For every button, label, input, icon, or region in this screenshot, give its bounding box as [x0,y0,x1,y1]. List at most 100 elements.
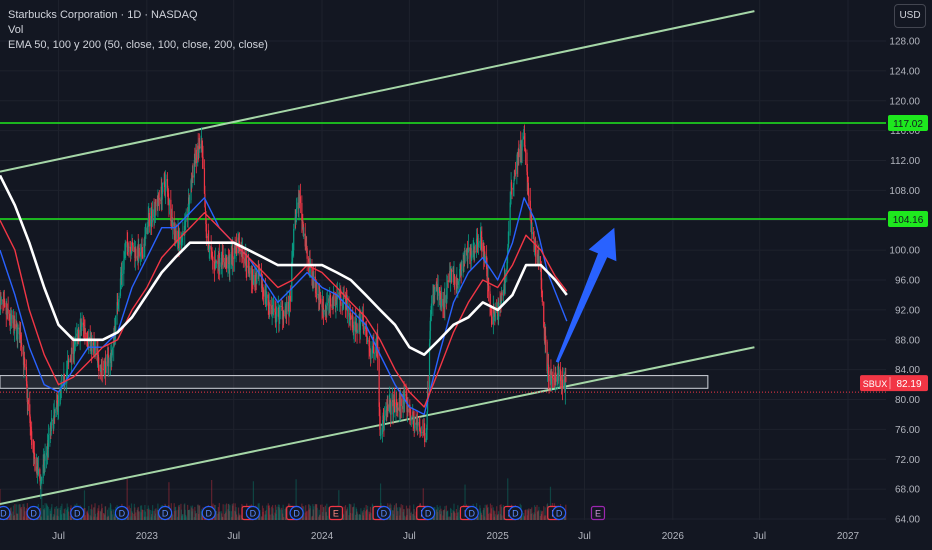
price-axis-tick-label: 96.00 [895,276,920,287]
volume-bar [57,508,59,520]
candle-body [228,259,230,270]
volume-bar [195,514,197,520]
candle-body [407,409,409,413]
volume-bar [402,505,404,520]
candle-body [553,379,555,381]
candle-body [129,246,132,254]
volume-bar [61,503,63,520]
dividend-marker[interactable] [464,505,479,521]
candle-body [336,294,338,300]
volume-bar [235,507,237,520]
candle-body [323,310,325,315]
volume-bar [62,513,64,520]
dividend-marker[interactable] [0,505,11,521]
candle-body [509,202,511,233]
candle-body [481,237,483,252]
volume-bar [215,511,218,520]
volume-bar [144,511,147,520]
symbol-title[interactable]: Starbucks Corporation · 1D · NASDAQ [8,9,198,21]
dividend-marker[interactable] [201,505,216,521]
candle-body [12,315,14,324]
volume-bar [271,506,273,520]
dividend-marker[interactable] [114,505,129,521]
candle-body [546,366,549,371]
support-zone[interactable] [0,375,709,389]
projection-arrow-shape[interactable] [555,227,617,363]
volume-bar [56,508,59,520]
volume-bar [389,516,391,520]
volume-bar [194,510,196,520]
candle-body [68,360,70,362]
candle-body [551,375,553,379]
channel-lines[interactable] [0,10,755,506]
channel-line-upper[interactable] [0,10,755,173]
volume-bar [223,514,226,520]
volume-bar [222,516,224,520]
ema-indicator-label[interactable]: EMA 50, 100 y 200 (50, close, 100, close… [8,39,268,51]
volume-bar [456,515,458,520]
volume-bar [370,513,372,520]
volume-bar [228,511,230,520]
channel-line-lower[interactable] [0,346,755,506]
ema-line [0,212,568,408]
event-markers[interactable]: DDDDDDEDEDEEDEDEDEDEDE [0,505,606,521]
price-axis[interactable]: 64.00 68.00 72.00 76.00 80.00 84.00 88.00 92.00… [889,37,920,526]
candle-body [242,257,244,259]
dividend-marker[interactable] [26,505,41,521]
support-zone-rect[interactable] [0,375,709,389]
candle-body [350,314,352,320]
volume-bar [323,507,325,520]
volume-bar [180,509,183,520]
volume-indicator-label[interactable]: Vol [8,24,24,36]
volume-bar [171,513,173,520]
dividend-marker[interactable] [376,505,392,521]
volume-bar [63,513,65,520]
volume-bar [326,503,328,520]
earnings-marker[interactable] [328,505,344,521]
volume-bar [9,513,11,520]
dividend-marker[interactable] [289,505,304,521]
volume-bar [224,512,227,520]
candle-body [366,336,368,342]
dividend-marker[interactable] [551,505,567,521]
candle-body [229,264,231,270]
candle-body [520,148,522,154]
volume-bar [52,516,54,520]
candle-body [533,238,535,252]
volume-bar [399,515,401,520]
volume-bar [343,514,345,520]
candle-body [434,289,436,295]
volume-bar [490,513,492,520]
candle-body [558,369,560,376]
volume-bar [284,508,287,520]
volume-bar [109,503,111,520]
volume-bar [178,504,181,520]
candle-body [533,232,535,239]
dividend-marker[interactable] [420,505,436,521]
dividend-marker[interactable] [508,505,523,521]
currency-button[interactable]: USD [894,4,926,28]
candle-body [382,415,384,429]
candle-body [66,371,68,384]
candle-body [419,426,421,430]
projection-arrow[interactable] [555,227,617,363]
candle-body [124,251,126,258]
candle-body [309,267,312,269]
dividend-marker[interactable] [157,505,173,521]
time-axis[interactable]: Jul 2023 Jul 2024 Jul 2025 Jul 2026 Jul 2027 [52,531,859,542]
earnings-marker[interactable] [590,505,606,521]
dividend-marker[interactable] [70,505,85,521]
volume-bar [87,514,89,520]
candle-body [278,317,280,320]
dividend-marker[interactable] [245,505,261,521]
candle-body [165,178,167,182]
candle-body [167,188,169,194]
volume-bar [447,516,449,520]
volume-bar [184,503,186,520]
horizontal-levels[interactable] [0,122,886,220]
candle-body [8,313,11,321]
volume-bar [200,508,203,520]
candle-body [78,330,80,342]
volume-bar [252,481,254,520]
